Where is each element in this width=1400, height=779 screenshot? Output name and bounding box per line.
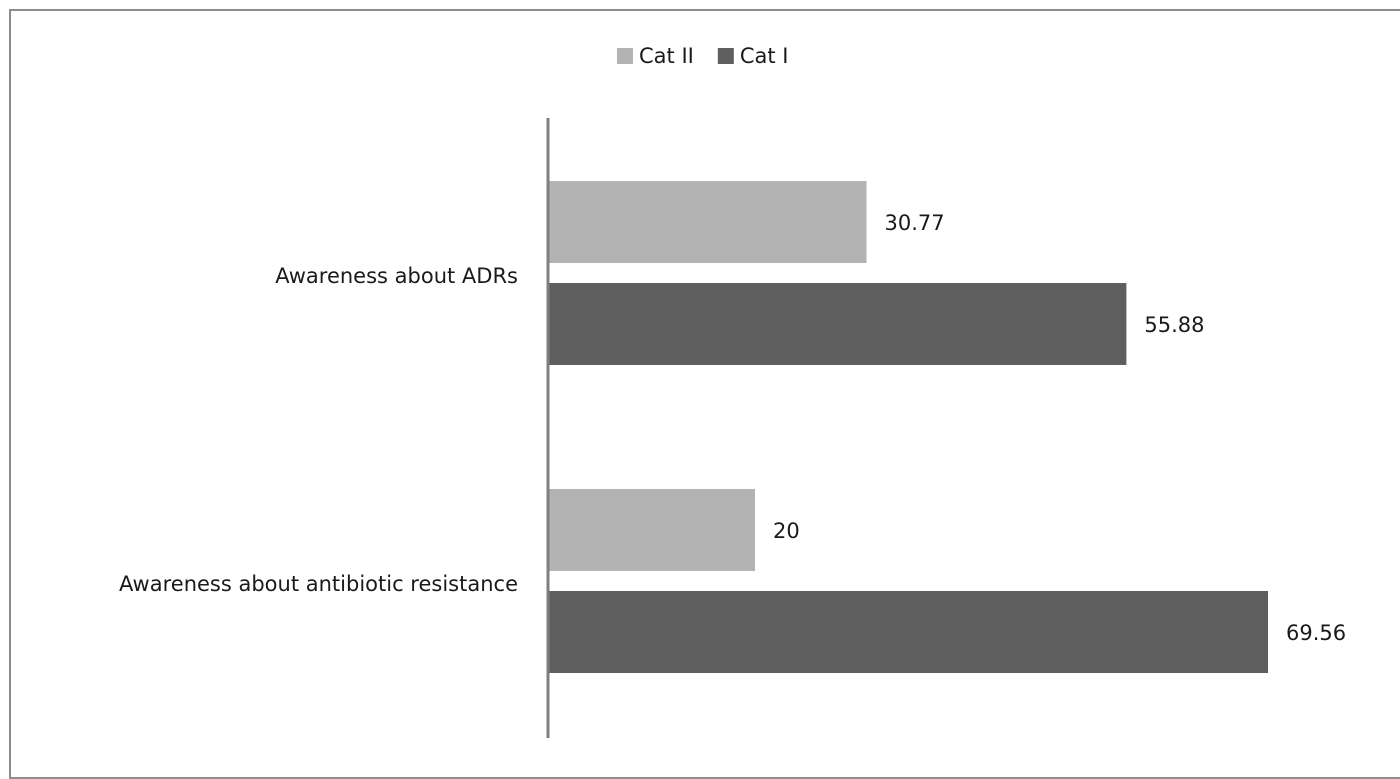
- legend: Cat II Cat I: [617, 44, 788, 68]
- legend-label-cat-i: Cat I: [740, 44, 789, 68]
- category-label-awareness-about-adrs: Awareness about ADRs: [275, 264, 518, 288]
- value-label-cat-ii-awareness-about-antibiotic-resistance: 20: [773, 519, 800, 543]
- legend-swatch-cat-ii: [617, 48, 633, 64]
- category-labels: Awareness about ADRs Awareness about anti…: [119, 264, 518, 596]
- bars: [548, 181, 1268, 673]
- bar-cat-ii-awareness-about-antibiotic-resistance: [548, 489, 756, 571]
- category-label-awareness-about-antibiotic-resistance: Awareness about antibiotic resistance: [119, 572, 518, 596]
- bar-chart: Cat II Cat I 30.77 55.88 20 69.56 Awareness …: [119, 44, 1346, 738]
- legend-swatch-cat-i: [717, 48, 734, 64]
- bar-cat-i-awareness-about-adrs: [548, 283, 1127, 365]
- value-label-cat-i-awareness-about-adrs: 55.88: [1144, 313, 1204, 337]
- value-label-cat-ii-awareness-about-adrs: 30.77: [884, 211, 944, 235]
- value-labels: 30.77 55.88 20 69.56: [773, 211, 1346, 645]
- value-label-cat-i-awareness-about-antibiotic-resistance: 69.56: [1286, 621, 1346, 645]
- legend-label-cat-ii: Cat II: [639, 44, 694, 68]
- bar-cat-ii-awareness-about-adrs: [548, 181, 867, 263]
- bar-cat-i-awareness-about-antibiotic-resistance: [548, 591, 1268, 673]
